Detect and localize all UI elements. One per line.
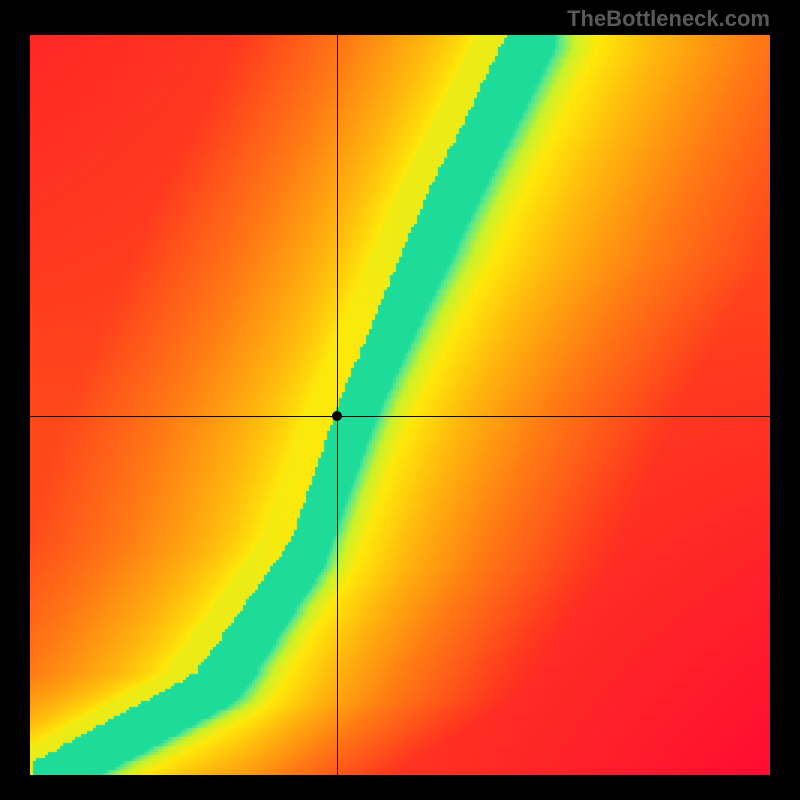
crosshair-horizontal — [30, 416, 770, 417]
crosshair-marker — [332, 411, 342, 421]
attribution-text: TheBottleneck.com — [567, 6, 770, 32]
crosshair-vertical — [337, 35, 338, 775]
heatmap-plot — [30, 35, 770, 775]
heatmap-canvas — [30, 35, 770, 775]
